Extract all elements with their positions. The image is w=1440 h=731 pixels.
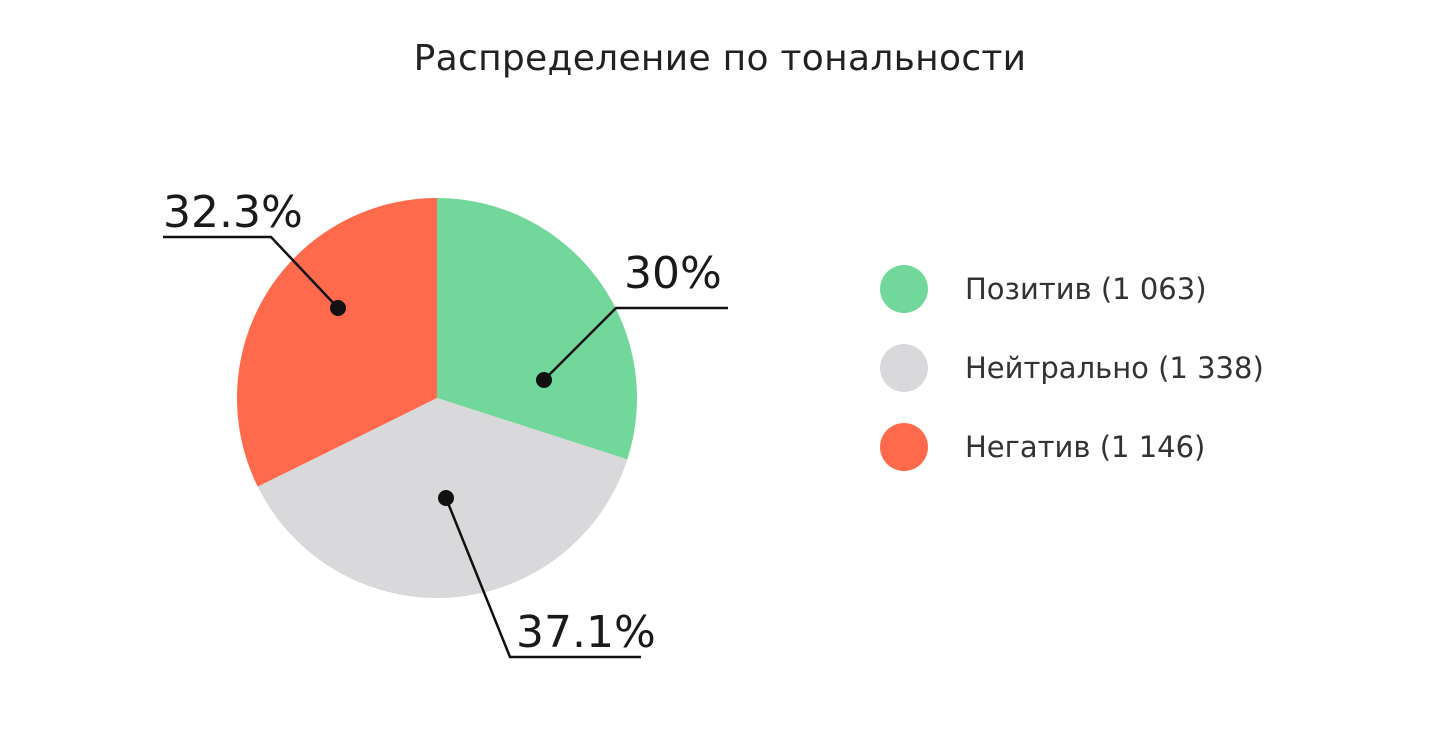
legend-label-neutral: Нейтрально (1 338) bbox=[965, 351, 1264, 385]
pie-callouts: 30% 37.1% 32.3% bbox=[163, 187, 728, 659]
callout-line-neutral bbox=[444, 497, 641, 659]
callout-line-negative bbox=[163, 235, 339, 309]
legend-swatch-positive bbox=[880, 265, 928, 313]
pie-slice-negative bbox=[237, 198, 437, 487]
percent-label-neutral: 37.1% bbox=[516, 607, 656, 658]
callout-dot-neutral bbox=[438, 490, 454, 506]
legend: Позитив (1 063) Нейтрально (1 338) Негат… bbox=[880, 264, 1264, 501]
legend-label-positive: Позитив (1 063) bbox=[965, 272, 1207, 306]
pie-slice-positive bbox=[437, 198, 637, 460]
percent-label-positive: 30% bbox=[624, 248, 722, 299]
legend-item-positive: Позитив (1 063) bbox=[880, 264, 1264, 314]
percent-label-negative: 32.3% bbox=[163, 187, 303, 238]
legend-item-negative: Негатив (1 146) bbox=[880, 422, 1264, 472]
callout-line-positive bbox=[543, 306, 728, 381]
pie-slices bbox=[237, 198, 637, 598]
legend-label-negative: Негатив (1 146) bbox=[965, 430, 1206, 464]
legend-swatch-neutral bbox=[880, 344, 928, 392]
legend-item-neutral: Нейтрально (1 338) bbox=[880, 343, 1264, 393]
callout-dot-positive bbox=[536, 372, 552, 388]
callout-dot-negative bbox=[330, 300, 346, 316]
chart-title: Распределение по тональности bbox=[413, 38, 1027, 79]
legend-swatch-negative bbox=[880, 423, 928, 471]
